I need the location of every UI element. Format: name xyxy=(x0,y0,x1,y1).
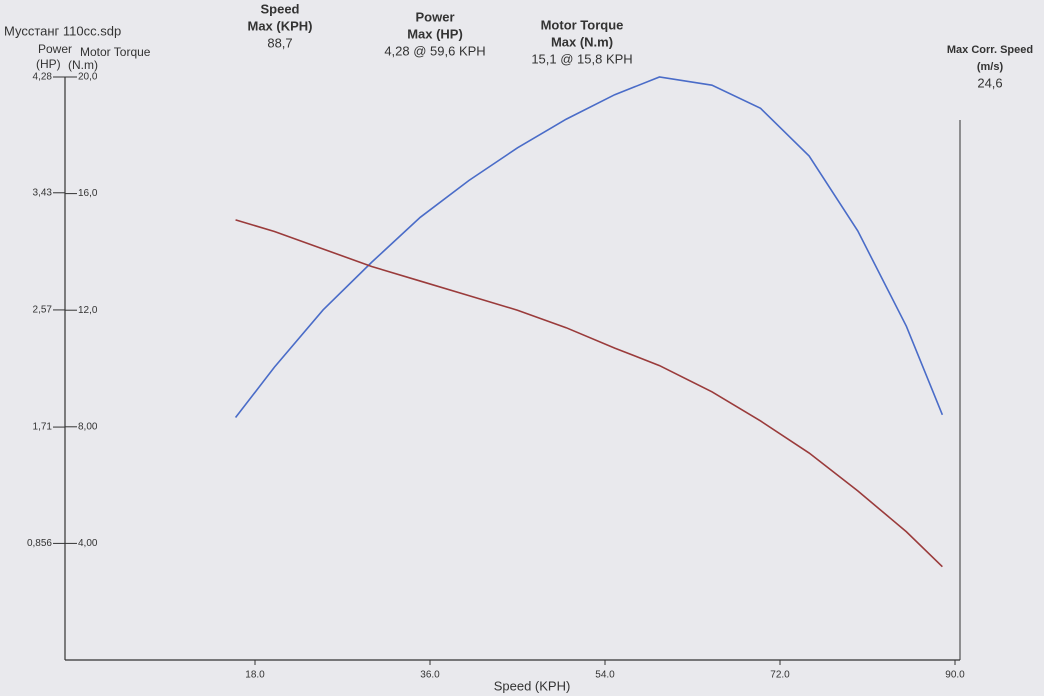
x-tick-label: 18.0 xyxy=(245,670,265,681)
annotation-title: Max (KPH) xyxy=(247,18,312,33)
series-line xyxy=(235,219,943,568)
x-label: Speed (KPH) xyxy=(494,678,571,693)
y-tick-label: 1,71 xyxy=(33,422,53,433)
x-tick-label: 72.0 xyxy=(770,670,790,681)
annotation-value: 24,6 xyxy=(977,75,1002,90)
y-tick-label: 2,57 xyxy=(33,305,53,316)
x-tick-label: 90.0 xyxy=(945,670,965,681)
y-label: (HP) xyxy=(36,57,61,71)
x-tick-label: 36.0 xyxy=(420,670,440,681)
y-tick-label: 3,43 xyxy=(33,187,53,198)
legend-torque: Motor Torque xyxy=(80,45,151,59)
annotation-title: (m/s) xyxy=(977,61,1004,73)
annotation-title: Speed xyxy=(260,1,299,16)
annotation-value: 15,1 @ 15,8 KPH xyxy=(531,51,632,66)
annotation-title: Max (N.m) xyxy=(551,34,613,49)
file-name: Мусстанг 110cc.sdp xyxy=(4,23,121,38)
y2-tick-label: 12,0 xyxy=(78,305,98,316)
series-line xyxy=(234,76,944,419)
y2-tick-label: 16,0 xyxy=(78,188,98,199)
annotation-value: 88,7 xyxy=(267,35,292,50)
y2-tick-label: 20,0 xyxy=(78,72,98,83)
y2-tick-label: 8,00 xyxy=(78,421,98,432)
x-tick-label: 54.0 xyxy=(595,670,615,681)
legend-power: Power xyxy=(38,42,72,56)
annotation-title: Max (HP) xyxy=(407,26,463,41)
annotation-title: Motor Torque xyxy=(541,17,624,32)
y-tick-label: 4,28 xyxy=(33,72,53,83)
y2-label: (N.m) xyxy=(68,58,98,72)
annotation-value: 4,28 @ 59,6 KPH xyxy=(384,43,485,58)
y2-tick-label: 4,00 xyxy=(78,538,98,549)
annotation-title: Power xyxy=(415,9,454,24)
annotation-title: Max Corr. Speed xyxy=(947,44,1033,56)
y-tick-label: 0,856 xyxy=(27,538,52,549)
